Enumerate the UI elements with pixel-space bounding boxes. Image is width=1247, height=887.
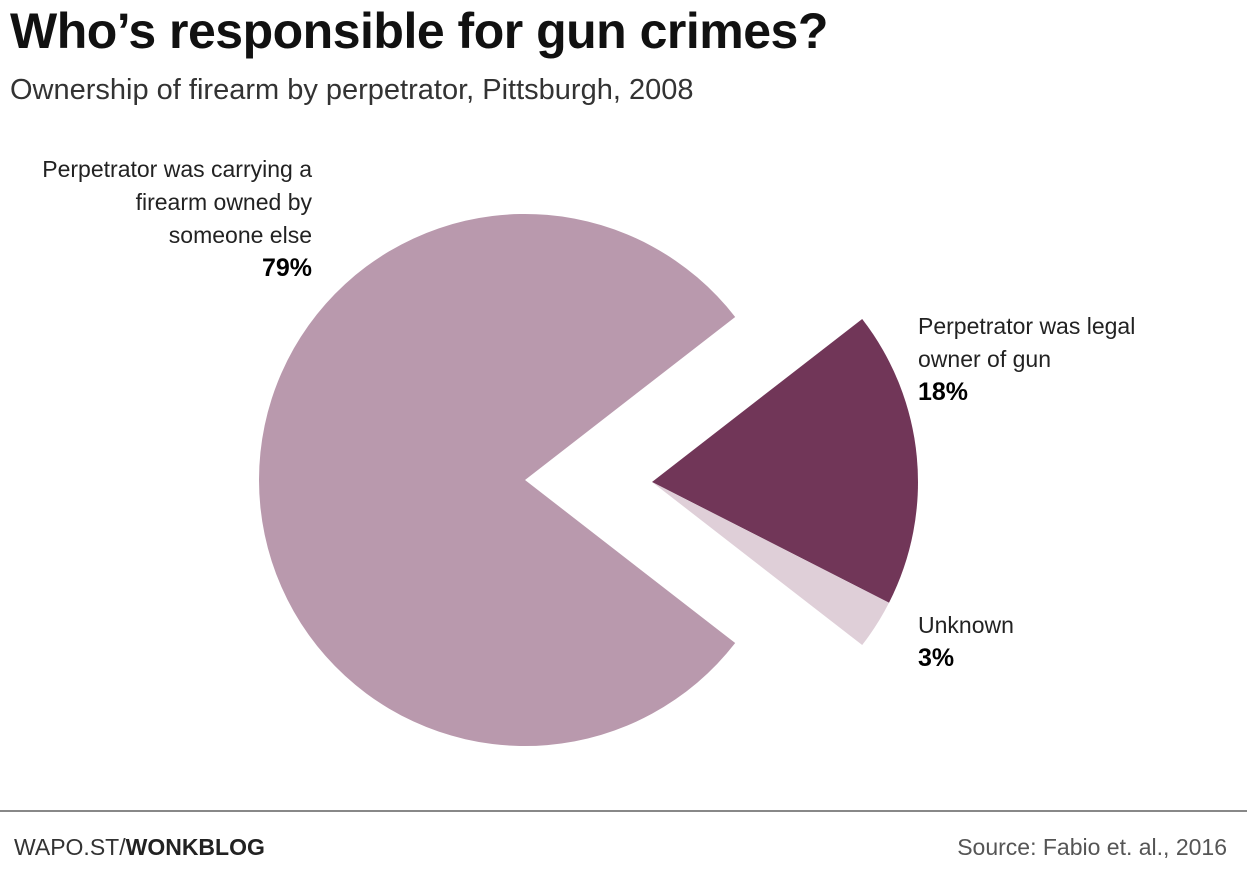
slice-label: Unknown 3% (918, 609, 1158, 675)
pie-slice (259, 214, 736, 746)
value-label: 3% (918, 644, 955, 672)
chart-subtitle: Ownership of firearm by perpetrator, Pit… (10, 74, 694, 106)
category-label: Perpetrator was legal owner of gun (918, 313, 1136, 372)
credit-bold: WONKBLOG (125, 834, 265, 860)
value-label: 18% (918, 378, 969, 406)
value-label: 79% (261, 254, 312, 282)
footer-rule (0, 810, 1247, 812)
slice-label: Perpetrator was carrying a firearm owned… (40, 153, 312, 285)
credit-prefix: WAPO.ST/ (14, 834, 126, 860)
category-label: Unknown (918, 612, 1014, 638)
chart-title: Who’s responsible for gun crimes? (10, 3, 828, 59)
source: Source: Fabio et. al., 2016 (957, 834, 1227, 860)
pie-slice (652, 482, 890, 646)
pie-chart (259, 214, 918, 746)
pie-slice (652, 318, 918, 603)
slice-label: Perpetrator was legal owner of gun 18% (918, 310, 1158, 409)
category-label: Perpetrator was carrying a firearm owned… (42, 156, 312, 248)
credit: WAPO.ST/WONKBLOG (14, 834, 265, 861)
